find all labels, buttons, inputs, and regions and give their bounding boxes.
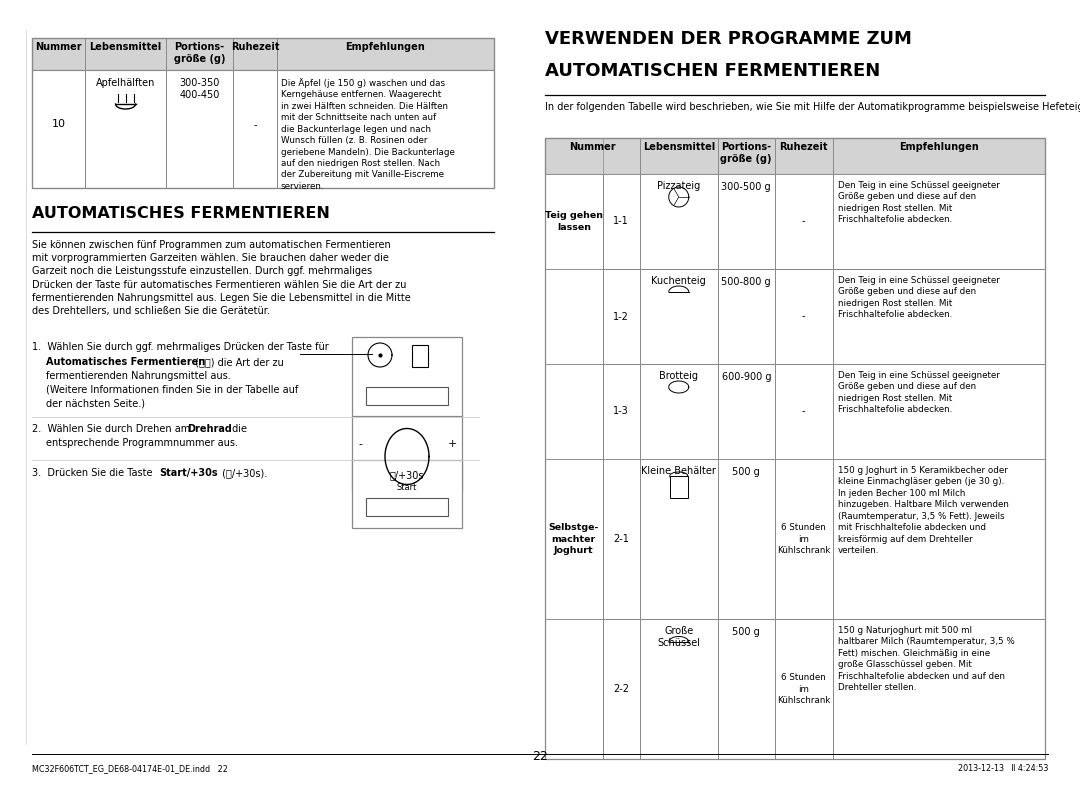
Text: MC32F606TCT_EG_DE68-04174E-01_DE.indd   22: MC32F606TCT_EG_DE68-04174E-01_DE.indd 22: [32, 764, 228, 773]
Text: Große
Schüssel: Große Schüssel: [658, 626, 700, 649]
Text: Empfehlungen: Empfehlungen: [346, 42, 426, 52]
Text: 1-1: 1-1: [613, 216, 630, 227]
Text: Brotteig: Brotteig: [659, 371, 699, 381]
Bar: [545, 174, 1045, 269]
Text: +: +: [448, 439, 457, 449]
Text: 2-1: 2-1: [613, 534, 630, 544]
Text: Start/+30s: Start/+30s: [159, 468, 218, 478]
Text: Kuchenteig: Kuchenteig: [651, 276, 706, 286]
Text: Lebensmittel: Lebensmittel: [643, 142, 715, 152]
Text: Lebensmittel: Lebensmittel: [90, 42, 162, 52]
Text: Den Teig in eine Schüssel geeigneter
Größe geben und diese auf den
niedrigen Ros: Den Teig in eine Schüssel geeigneter Grö…: [837, 276, 999, 319]
Text: Ruhezeit: Ruhezeit: [231, 42, 279, 52]
Text: entsprechende Programmnummer aus.: entsprechende Programmnummer aus.: [46, 438, 238, 448]
Text: 3.  Drücken Sie die Taste: 3. Drücken Sie die Taste: [32, 468, 156, 478]
Bar: [545, 619, 1045, 759]
Text: 22: 22: [532, 750, 548, 763]
Text: 2.  Wählen Sie durch Drehen am: 2. Wählen Sie durch Drehen am: [32, 424, 193, 434]
Text: (Weitere Informationen finden Sie in der Tabelle auf: (Weitere Informationen finden Sie in der…: [46, 385, 298, 395]
Text: Drehrad: Drehrad: [187, 424, 232, 434]
Text: Apfelhälften: Apfelhälften: [96, 78, 156, 88]
Text: 500-800 g: 500-800 g: [721, 277, 771, 287]
Text: Die Äpfel (je 150 g) waschen und das
Kerngehäuse entfernen. Waagerecht
in zwei H: Die Äpfel (je 150 g) waschen und das Ker…: [281, 78, 455, 191]
Text: Selbstge-
machter
Joghurt: Selbstge- machter Joghurt: [549, 524, 599, 554]
Bar: [545, 269, 1045, 364]
Text: 300-500 g: 300-500 g: [721, 182, 771, 192]
Text: -: -: [802, 216, 806, 227]
Text: Portions-
größe (g): Portions- größe (g): [174, 42, 226, 64]
Text: Teig gehen
lassen: Teig gehen lassen: [544, 211, 603, 231]
Text: 300-350
400-450: 300-350 400-450: [179, 78, 219, 101]
Text: VERWENDEN DER PROGRAMME ZUM: VERWENDEN DER PROGRAMME ZUM: [545, 30, 912, 48]
Text: Empfehlungen: Empfehlungen: [899, 142, 978, 152]
Bar: [32, 38, 494, 70]
Text: (ⓞⓞ) die Art der zu: (ⓞⓞ) die Art der zu: [192, 357, 284, 367]
Text: 10: 10: [52, 119, 66, 129]
Text: Kleine Behälter: Kleine Behälter: [642, 466, 716, 476]
Text: Den Teig in eine Schüssel geeigneter
Größe geben und diese auf den
niedrigen Ros: Den Teig in eine Schüssel geeigneter Grö…: [837, 181, 999, 224]
Bar: [32, 38, 494, 188]
Text: AUTOMATISCHES FERMENTIEREN: AUTOMATISCHES FERMENTIEREN: [32, 206, 329, 221]
Text: Nummer: Nummer: [569, 142, 616, 152]
Bar: [545, 459, 1045, 619]
Text: 150 g Naturjoghurt mit 500 ml
haltbarer Milch (Raumtemperatur, 3,5 %
Fett) misch: 150 g Naturjoghurt mit 500 ml haltbarer …: [837, 626, 1014, 692]
Bar: [352, 460, 462, 528]
Bar: [545, 138, 1045, 759]
Text: Start: Start: [396, 483, 417, 492]
Bar: [32, 70, 494, 188]
Text: der nächsten Seite.): der nächsten Seite.): [46, 399, 145, 409]
Text: 6 Stunden
im
Kühlschrank: 6 Stunden im Kühlschrank: [778, 524, 831, 554]
Text: Sie können zwischen fünf Programmen zum automatischen Fermentieren
mit vorprogra: Sie können zwischen fünf Programmen zum …: [32, 240, 410, 316]
Text: AUTOMATISCHEN FERMENTIEREN: AUTOMATISCHEN FERMENTIEREN: [545, 62, 880, 80]
Bar: [366, 387, 448, 405]
Bar: [366, 498, 448, 516]
Text: 2-2: 2-2: [613, 684, 630, 694]
Text: 1-2: 1-2: [613, 311, 630, 322]
Text: 500 g: 500 g: [732, 627, 760, 637]
Text: Pizzateig: Pizzateig: [657, 181, 700, 191]
Text: 6 Stunden
im
Kühlschrank: 6 Stunden im Kühlschrank: [778, 673, 831, 705]
Text: -: -: [357, 439, 362, 449]
Bar: [411, 345, 428, 367]
Bar: [545, 138, 1045, 174]
Text: (Ⓢ/+30s).: (Ⓢ/+30s).: [219, 468, 267, 478]
Bar: [352, 416, 462, 491]
Text: die: die: [229, 424, 247, 434]
Text: 1-3: 1-3: [613, 406, 630, 417]
Bar: [670, 476, 688, 498]
Bar: [352, 337, 462, 417]
Text: Ⓢ/+30s: Ⓢ/+30s: [390, 470, 424, 480]
Text: -: -: [253, 120, 257, 130]
Text: 600-900 g: 600-900 g: [721, 372, 771, 382]
Bar: [545, 364, 1045, 459]
Text: Portions-
größe (g): Portions- größe (g): [720, 142, 772, 164]
Text: 500 g: 500 g: [732, 467, 760, 477]
Text: 2013-12-13   Ⅱ 4:24:53: 2013-12-13 Ⅱ 4:24:53: [958, 764, 1048, 773]
Text: Ruhezeit: Ruhezeit: [780, 142, 828, 152]
Text: 150 g Joghurt in 5 Keramikbecher oder
kleine Einmachgläser geben (je 30 g).
In j: 150 g Joghurt in 5 Keramikbecher oder kl…: [837, 466, 1009, 555]
Text: -: -: [802, 311, 806, 322]
Text: Automatisches Fermentieren: Automatisches Fermentieren: [46, 357, 205, 367]
Text: 1.  Wählen Sie durch ggf. mehrmaliges Drücken der Taste für: 1. Wählen Sie durch ggf. mehrmaliges Drü…: [32, 342, 328, 352]
Text: fermentierenden Nahrungsmittel aus.: fermentierenden Nahrungsmittel aus.: [46, 371, 231, 381]
Text: -: -: [802, 406, 806, 417]
Text: In der folgenden Tabelle wird beschrieben, wie Sie mit Hilfe der Automatikprogra: In der folgenden Tabelle wird beschriebe…: [545, 102, 1080, 112]
Text: Nummer: Nummer: [36, 42, 82, 52]
Text: Den Teig in eine Schüssel geeigneter
Größe geben und diese auf den
niedrigen Ros: Den Teig in eine Schüssel geeigneter Grö…: [837, 371, 999, 414]
